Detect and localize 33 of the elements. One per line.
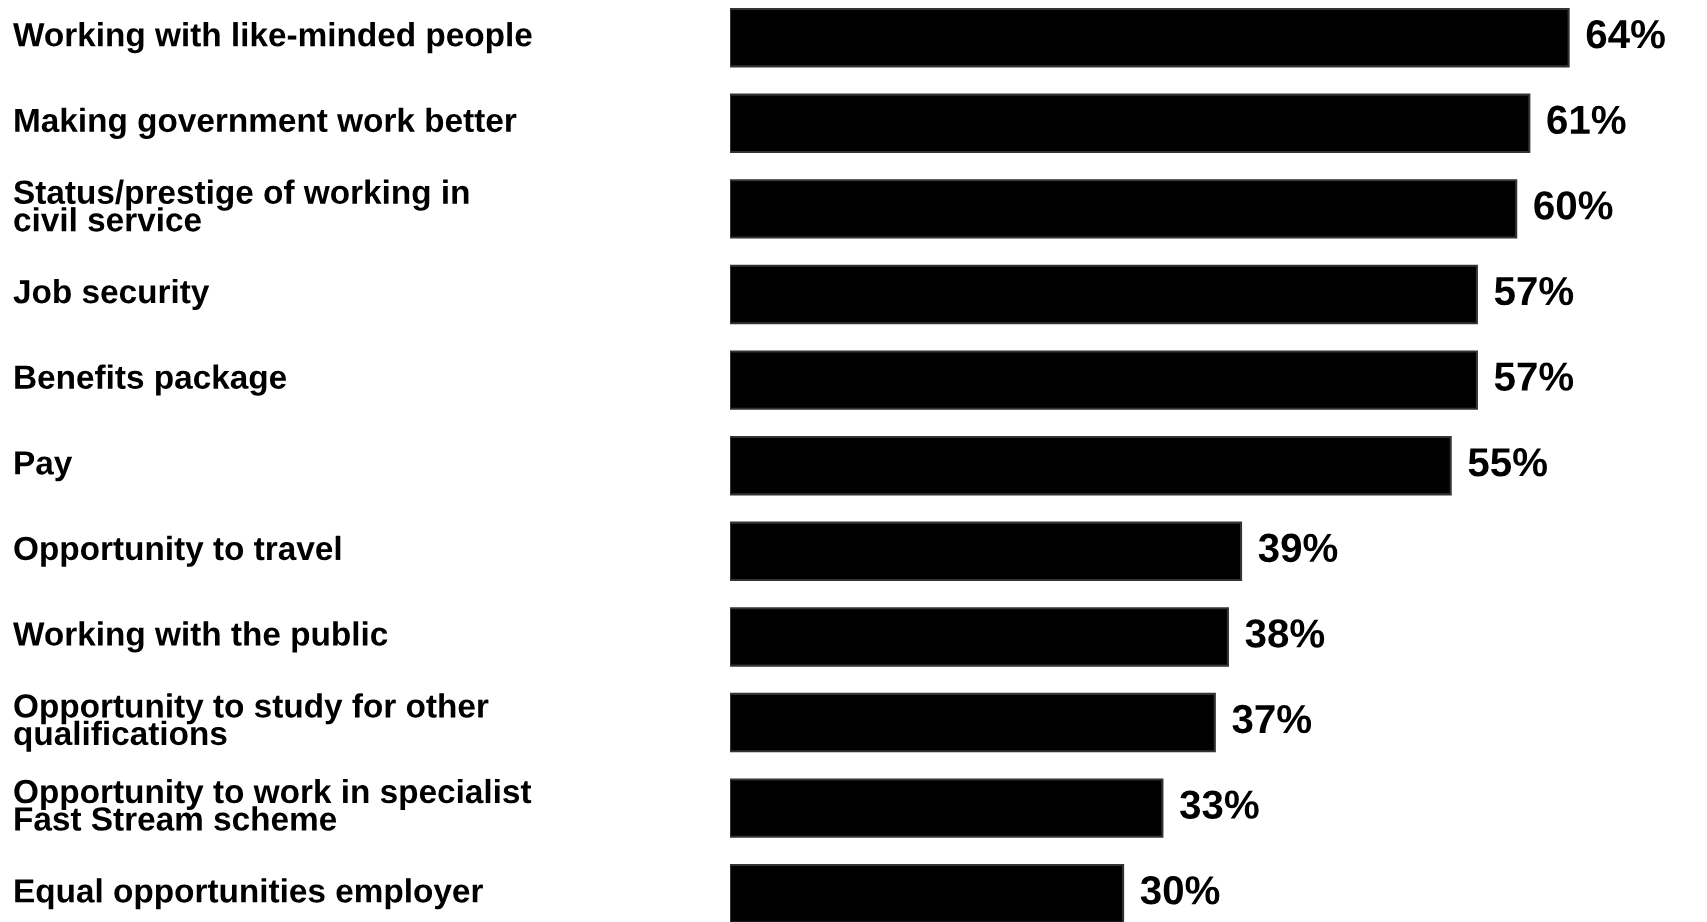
bar	[730, 93, 1531, 153]
y-tick-label: Pay	[15, 451, 73, 482]
y-tick-label: Benefits package	[15, 364, 287, 396]
data-label: 57%	[1494, 362, 1574, 391]
data-label: 64%	[1586, 19, 1665, 49]
data-label: 60%	[1534, 191, 1613, 220]
bar	[730, 778, 1164, 838]
bar	[730, 7, 1570, 68]
y-tick-label: Working with the public	[13, 621, 388, 653]
data-label: 39%	[1258, 533, 1338, 563]
data-label: 30%	[1140, 876, 1220, 905]
y-tick-label: Equal opportunities employer	[15, 878, 483, 910]
y-tick-label: Working with like-minded people	[13, 22, 532, 54]
y-tick-label: Job security	[13, 278, 210, 311]
bar	[730, 435, 1452, 496]
bar	[730, 350, 1478, 410]
data-label: 33%	[1180, 790, 1259, 820]
y-tick-label: Opportunity to study for other qualifications	[14, 693, 489, 752]
y-tick-label: Opportunity to work in specialist Fast Stream scheme	[14, 778, 532, 831]
bar	[730, 264, 1478, 325]
data-label: 37%	[1232, 704, 1312, 734]
data-label: 38%	[1245, 619, 1325, 648]
bar	[730, 864, 1125, 922]
data-label: 57%	[1494, 276, 1574, 306]
bar	[730, 521, 1243, 582]
bar	[730, 692, 1216, 753]
data-label: 55%	[1468, 448, 1547, 477]
y-tick-label: Making government work better	[15, 107, 517, 139]
y-tick-label: Status/prestige of working in civil service	[13, 179, 469, 232]
bar	[730, 607, 1229, 667]
bar	[730, 179, 1518, 239]
data-label: 61%	[1547, 105, 1626, 135]
y-tick-label: Opportunity to travel	[14, 535, 341, 567]
